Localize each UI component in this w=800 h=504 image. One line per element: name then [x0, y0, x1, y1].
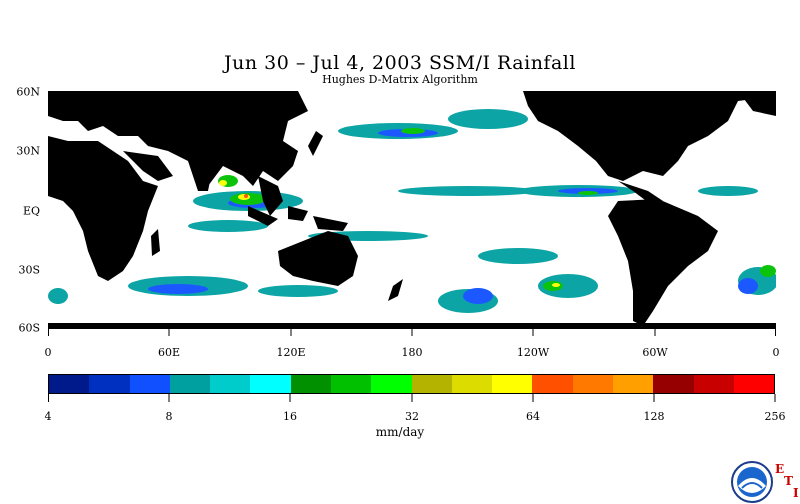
lon-label: 0 — [44, 346, 52, 359]
map-subtitle: Hughes D-Matrix Algorithm — [322, 73, 478, 86]
land — [48, 91, 776, 329]
colorbar-swatch — [49, 375, 90, 393]
colorbar-swatch — [129, 375, 170, 393]
colorbar-swatch — [330, 375, 372, 393]
lon-label: 60E — [157, 346, 181, 359]
colorbar-label: 64 — [526, 410, 540, 423]
lon-label: 0 — [772, 346, 780, 359]
lon-label: 60W — [642, 346, 668, 359]
colorbar-swatch — [89, 375, 130, 393]
lat-label: 60N — [16, 85, 40, 99]
lat-label: EQ — [22, 204, 40, 218]
eti-letter: I — [793, 486, 799, 500]
longitude-ticks — [48, 328, 776, 336]
colorbar-label: 4 — [44, 410, 52, 423]
colorbar-swatch — [653, 375, 694, 393]
colorbar-label: 8 — [165, 410, 173, 423]
colorbar-label: 128 — [643, 410, 665, 423]
colorbar-label: 16 — [283, 410, 297, 423]
rainfall-map-svg — [48, 91, 776, 329]
lon-label: 180 — [401, 346, 423, 359]
colorbar-swatch — [572, 375, 613, 393]
colorbar-swatch — [612, 375, 654, 393]
colorbar-swatch — [371, 375, 412, 393]
colorbar-swatch — [492, 375, 533, 393]
lat-label: 30N — [16, 144, 40, 158]
lat-label: 60S — [18, 321, 40, 335]
colorbar-swatch — [250, 375, 291, 393]
colorbar-swatch — [210, 375, 251, 393]
colorbar-swatch — [733, 375, 775, 393]
colorbar-swatch — [290, 375, 331, 393]
colorbar-swatch — [532, 375, 573, 393]
colorbar-units: mm/day — [375, 425, 425, 439]
colorbar-label: 256 — [764, 410, 786, 423]
lon-label: 120E — [276, 346, 306, 359]
colorbar-swatch — [169, 375, 211, 393]
colorbar — [48, 374, 775, 394]
colorbar-ticks: 4 8 16 32 64 128 256 — [44, 394, 786, 434]
colorbar-swatch — [411, 375, 452, 393]
lat-label: 30S — [18, 263, 40, 277]
colorbar-label: 32 — [405, 410, 419, 423]
lon-label: 120W — [516, 346, 550, 359]
map-title: Jun 30 – Jul 4, 2003 SSM/I Rainfall — [224, 52, 576, 74]
colorbar-swatch — [693, 375, 734, 393]
eti-letter: E — [775, 462, 785, 476]
longitude-axis: 0 60E 120E 180 120W 60W 0 — [44, 328, 780, 359]
noaa-logo-icon — [731, 461, 773, 503]
colorbar-swatch — [451, 375, 493, 393]
eti-letter: T — [784, 474, 793, 488]
rainfall-map — [48, 91, 776, 329]
